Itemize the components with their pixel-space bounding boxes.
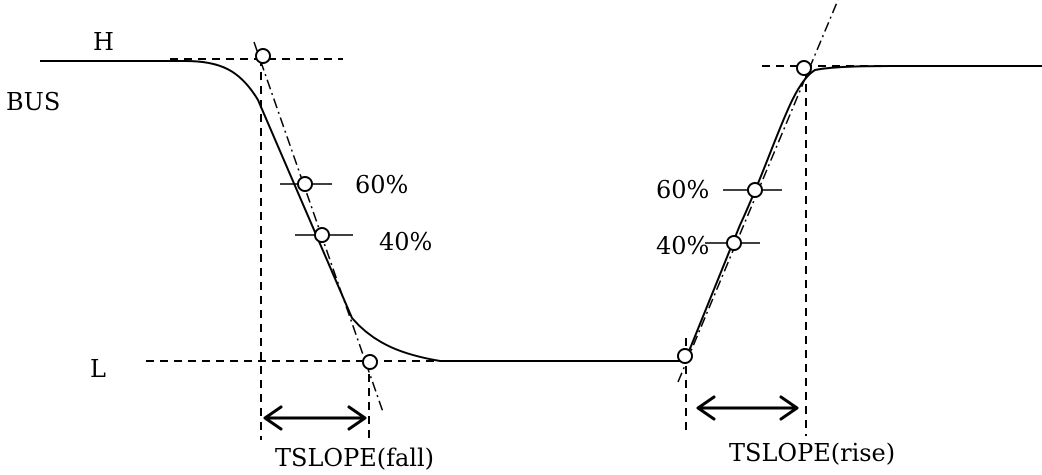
rise-start-point [677,348,693,364]
rise-end-point [796,60,812,76]
fall-40-label: 40% [379,228,432,256]
rise-60-label: 60% [656,176,709,204]
tslope-fall-arrow-left-head [263,405,283,431]
fall-60-point [297,176,313,192]
bus-signal-label: BUS [6,88,60,116]
low-level-label: L [90,355,106,383]
rise-40-point [726,235,742,251]
bus-waveform [40,60,1042,362]
tslope-rise-label: TSLOPE(rise) [729,439,895,467]
fall-start-point [255,48,271,64]
tslope-fall-label: TSLOPE(fall) [275,444,434,472]
tslope-fall-arrow-right-head [347,405,367,431]
fall-slope-extension-line [253,41,384,413]
high-level-label: H [93,28,114,56]
rise-60-point [747,182,763,198]
fall-60-label: 60% [355,171,408,199]
fall-end-point [362,354,378,370]
fall-40-point [314,227,330,243]
tslope-rise-arrow-right-head [779,395,799,421]
tslope-rise-arrow-left-head [696,395,716,421]
rise-40-label: 40% [656,232,709,260]
